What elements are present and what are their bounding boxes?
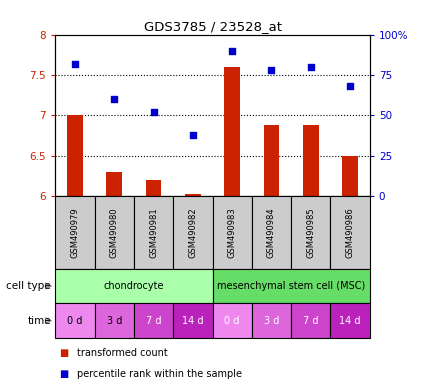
- Point: [111, 96, 118, 102]
- Bar: [212, 269, 370, 303]
- Point: [190, 131, 196, 137]
- Bar: [331, 303, 370, 338]
- Text: 3 d: 3 d: [264, 316, 279, 326]
- Bar: [291, 196, 331, 269]
- Text: 7 d: 7 d: [146, 316, 161, 326]
- Bar: [185, 194, 201, 196]
- Text: GSM490981: GSM490981: [149, 207, 158, 258]
- Bar: [331, 196, 370, 269]
- Text: GSM490982: GSM490982: [188, 207, 197, 258]
- Bar: [264, 125, 279, 196]
- Text: time: time: [27, 316, 51, 326]
- Text: 7 d: 7 d: [303, 316, 318, 326]
- Bar: [291, 303, 331, 338]
- Title: GDS3785 / 23528_at: GDS3785 / 23528_at: [144, 20, 281, 33]
- Point: [71, 61, 78, 67]
- Text: 3 d: 3 d: [107, 316, 122, 326]
- Text: 14 d: 14 d: [339, 316, 361, 326]
- Text: percentile rank within the sample: percentile rank within the sample: [76, 369, 241, 379]
- Text: 0 d: 0 d: [67, 316, 82, 326]
- Bar: [212, 303, 252, 338]
- Bar: [252, 303, 291, 338]
- Bar: [173, 196, 212, 269]
- Bar: [55, 269, 212, 303]
- Bar: [224, 67, 240, 196]
- Text: 14 d: 14 d: [182, 316, 204, 326]
- Bar: [55, 303, 94, 338]
- Bar: [146, 180, 162, 196]
- Text: transformed count: transformed count: [76, 348, 167, 358]
- Text: 0 d: 0 d: [224, 316, 240, 326]
- Bar: [67, 115, 83, 196]
- Text: GSM490985: GSM490985: [306, 207, 315, 258]
- Bar: [94, 196, 134, 269]
- Bar: [134, 196, 173, 269]
- Bar: [173, 303, 212, 338]
- Text: mesenchymal stem cell (MSC): mesenchymal stem cell (MSC): [217, 281, 365, 291]
- Text: GSM490986: GSM490986: [346, 207, 354, 258]
- Point: [347, 83, 354, 89]
- Text: ■: ■: [60, 369, 69, 379]
- Bar: [252, 196, 291, 269]
- Bar: [212, 196, 252, 269]
- Point: [307, 64, 314, 70]
- Bar: [342, 156, 358, 196]
- Point: [150, 109, 157, 115]
- Text: GSM490983: GSM490983: [228, 207, 237, 258]
- Text: ■: ■: [60, 348, 69, 358]
- Point: [229, 48, 235, 54]
- Point: [268, 67, 275, 73]
- Bar: [55, 196, 94, 269]
- Bar: [134, 303, 173, 338]
- Bar: [106, 172, 122, 196]
- Bar: [303, 125, 319, 196]
- Text: GSM490980: GSM490980: [110, 207, 119, 258]
- Text: GSM490984: GSM490984: [267, 207, 276, 258]
- Text: cell type: cell type: [6, 281, 51, 291]
- Text: GSM490979: GSM490979: [71, 207, 79, 258]
- Bar: [94, 303, 134, 338]
- Text: chondrocyte: chondrocyte: [104, 281, 164, 291]
